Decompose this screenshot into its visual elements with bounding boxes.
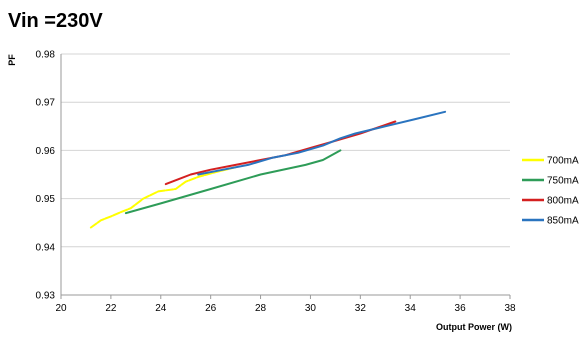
legend: 700mA 750mA 800mA 850mA <box>522 156 579 227</box>
chart-title: Vin =230V <box>8 10 103 32</box>
x-tick-label: 24 <box>155 303 167 314</box>
x-tick-label: 36 <box>455 303 467 314</box>
series-line-850mA <box>197 110 447 176</box>
y-tick-label: 0.94 <box>36 242 56 253</box>
x-axis-label: Output Power (W) <box>436 322 512 332</box>
x-tick-label: 34 <box>405 303 417 314</box>
x-tick-label: 26 <box>205 303 217 314</box>
y-axis-label: PF <box>7 54 17 66</box>
series-line-800mA <box>164 120 397 186</box>
y-tick-label: 0.95 <box>36 194 56 205</box>
x-tick-label: 38 <box>504 303 516 314</box>
x-tick-label: 20 <box>55 303 67 314</box>
legend-label-850mA: 850mA <box>547 216 579 227</box>
series-lines <box>89 110 447 229</box>
x-tick-label: 30 <box>305 303 317 314</box>
x-tick-label: 22 <box>105 303 117 314</box>
legend-label-800mA: 800mA <box>547 196 579 207</box>
legend-label-750mA: 750mA <box>547 176 579 187</box>
y-tick-label: 0.93 <box>36 291 56 302</box>
y-tick-label: 0.98 <box>36 50 56 61</box>
x-tick-label: 28 <box>255 303 267 314</box>
y-tick-label: 0.97 <box>36 98 56 109</box>
y-tick-label: 0.96 <box>36 146 56 157</box>
grid-lines <box>61 53 510 296</box>
series-line-700mA <box>89 166 237 229</box>
x-tick-label: 32 <box>355 303 367 314</box>
legend-label-700mA: 700mA <box>547 156 579 167</box>
series-line-750mA <box>124 149 342 215</box>
axes: 0.93 0.94 0.95 0.96 0.97 0.98 20 22 24 26 28 30 32 34… <box>36 50 516 315</box>
